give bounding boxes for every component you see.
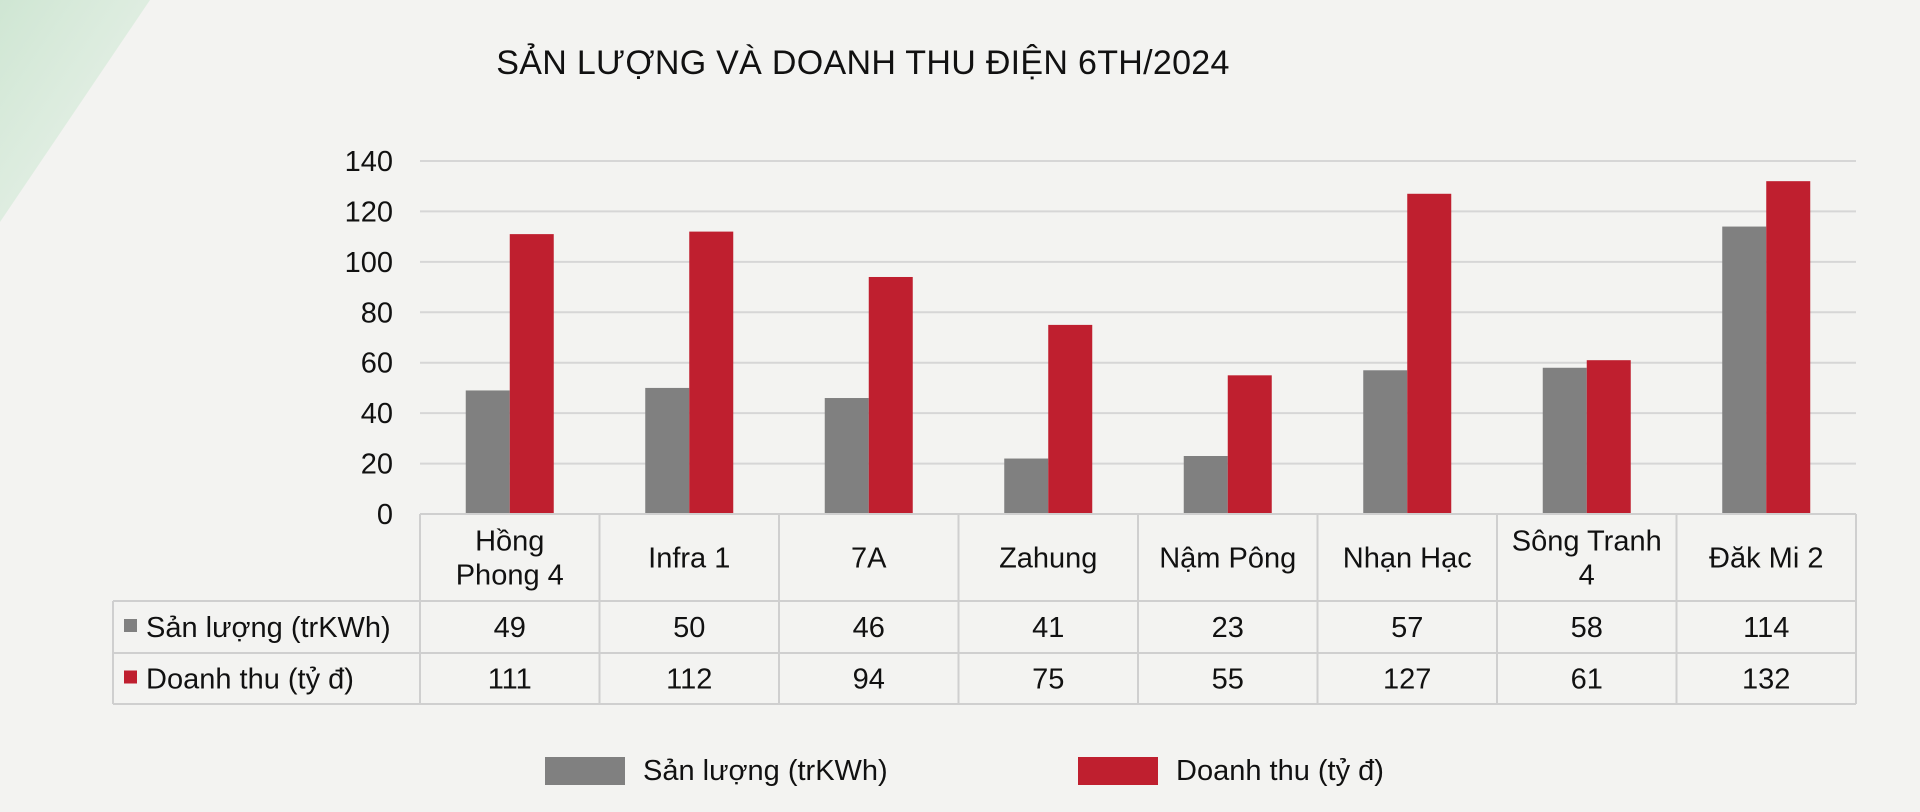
y-tick-label: 0 bbox=[377, 499, 393, 531]
x-category-label: 4 bbox=[1579, 560, 1595, 592]
chart-legend: Sản lượng (trKWh) Doanh thu (tỷ đ) bbox=[0, 748, 1920, 794]
data-table-value: 58 bbox=[1571, 612, 1603, 644]
legend-label: Doanh thu (tỷ đ) bbox=[1176, 754, 1384, 787]
x-category-label: Hồng bbox=[475, 526, 544, 558]
legend-swatch bbox=[1078, 757, 1158, 785]
x-category-label: Đăk Mi 2 bbox=[1709, 543, 1823, 575]
bar-doanh-thu bbox=[1407, 193, 1452, 514]
x-category-label: 7A bbox=[851, 543, 887, 575]
data-table-value: 57 bbox=[1391, 612, 1423, 644]
table-row-header: Doanh thu (tỷ đ) bbox=[146, 664, 354, 696]
legend-item: Doanh thu (tỷ đ) bbox=[1078, 754, 1384, 788]
table-row-header: Sản lượng (trKWh) bbox=[146, 612, 391, 644]
data-table-value: 132 bbox=[1742, 664, 1790, 696]
data-table-value: 23 bbox=[1212, 612, 1244, 644]
x-category-label: Nhạn Hạc bbox=[1343, 543, 1472, 575]
bar-doanh-thu bbox=[1048, 324, 1093, 514]
x-category-label: Nậm Pông bbox=[1159, 543, 1296, 575]
bar-doanh-thu bbox=[689, 231, 734, 514]
data-table-value: 46 bbox=[853, 612, 885, 644]
bar-san-luong bbox=[465, 390, 510, 514]
legend-label: Sản lượng (trKWh) bbox=[643, 754, 888, 787]
table-row-legend-key bbox=[124, 670, 137, 684]
bar-san-luong bbox=[1004, 458, 1049, 514]
y-tick-label: 140 bbox=[345, 146, 393, 178]
y-tick-label: 80 bbox=[361, 297, 393, 329]
table-row-legend-key bbox=[124, 619, 137, 632]
data-table-value: 127 bbox=[1383, 664, 1431, 696]
x-category-label: Sông Tranh bbox=[1512, 526, 1662, 558]
y-tick-label: 120 bbox=[345, 196, 393, 228]
bar-san-luong bbox=[824, 398, 869, 514]
legend-item: Sản lượng (trKWh) bbox=[545, 754, 888, 788]
bar-san-luong bbox=[1183, 456, 1228, 514]
data-table-value: 114 bbox=[1743, 612, 1789, 644]
bar-san-luong bbox=[1363, 370, 1408, 514]
data-table-value: 50 bbox=[673, 612, 705, 644]
data-table-value: 49 bbox=[494, 612, 526, 644]
data-table-value: 75 bbox=[1032, 664, 1064, 696]
data-table-value: 111 bbox=[488, 664, 532, 696]
chart-title: SẢN LƯỢNG VÀ DOANH THU ĐIỆN 6TH/2024 bbox=[496, 44, 1230, 82]
data-table-value: 94 bbox=[853, 664, 885, 696]
decorative-corner-shape bbox=[0, 0, 150, 222]
y-tick-label: 100 bbox=[345, 247, 393, 279]
bar-doanh-thu bbox=[868, 276, 913, 514]
bar-doanh-thu bbox=[1586, 360, 1631, 514]
data-table-value: 61 bbox=[1571, 664, 1603, 696]
bar-san-luong bbox=[1542, 367, 1587, 514]
bar-san-luong bbox=[1722, 226, 1767, 515]
bar-doanh-thu bbox=[1766, 181, 1811, 514]
y-tick-label: 60 bbox=[361, 348, 393, 380]
data-table-value: 112 bbox=[666, 664, 712, 696]
x-category-label: Zahung bbox=[999, 543, 1097, 575]
legend-swatch bbox=[545, 757, 625, 785]
x-category-label: Infra 1 bbox=[648, 543, 730, 575]
bar-doanh-thu bbox=[509, 234, 554, 514]
data-table-value: 55 bbox=[1212, 664, 1244, 696]
bar-san-luong bbox=[645, 387, 690, 514]
x-category-label: Phong 4 bbox=[456, 560, 564, 592]
y-tick-label: 20 bbox=[361, 449, 393, 481]
bar-doanh-thu bbox=[1227, 375, 1272, 514]
data-table-value: 41 bbox=[1032, 612, 1064, 644]
y-tick-label: 40 bbox=[361, 398, 393, 430]
